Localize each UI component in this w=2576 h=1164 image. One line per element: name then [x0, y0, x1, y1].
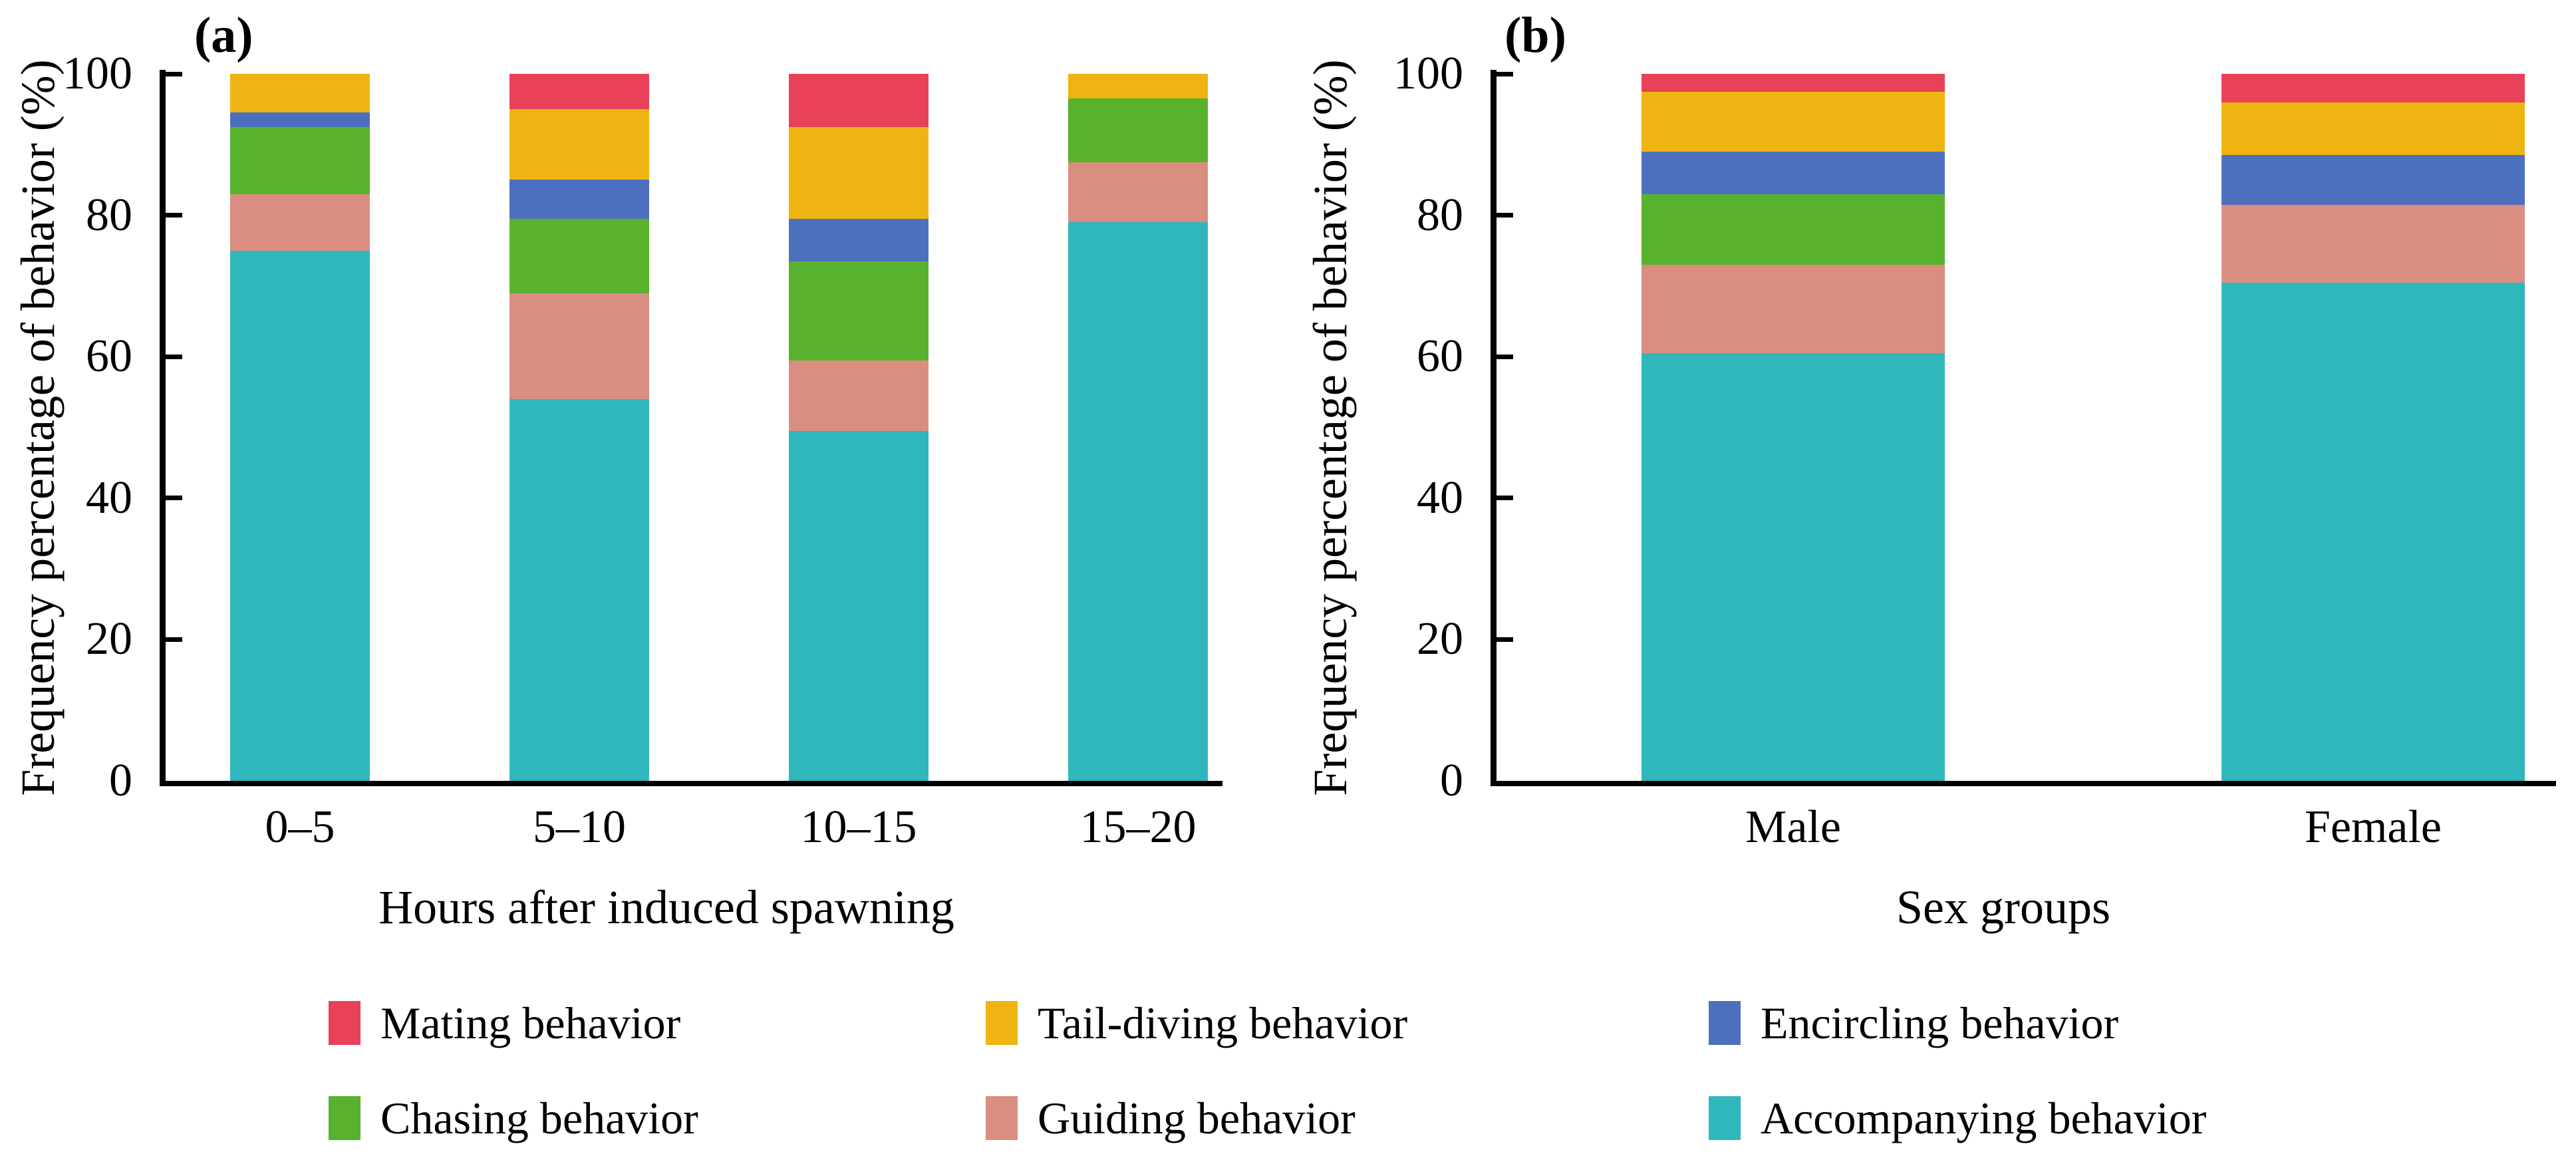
panel-a-y-tick-80: [165, 213, 182, 218]
legend-item-chasing: Chasing behavior: [329, 1093, 698, 1143]
panel-b-y-axis-title: Frequency percentage of behavior (%): [1304, 59, 1357, 796]
bar-a-2-tail_diving: [789, 126, 929, 219]
panel-a-x-tick-label-1: 5–10: [533, 801, 626, 853]
panel-b-y-tick-20: [1496, 637, 1513, 642]
bar-b-1-encircling: [2221, 155, 2525, 205]
bar-a-0-guiding: [230, 194, 370, 251]
bar-a-1-tail_diving: [509, 109, 649, 180]
panel-a-y-axis-title: Frequency percentage of behavior (%): [11, 59, 65, 796]
legend-label-mating: Mating behavior: [380, 998, 681, 1048]
panel-a-y-tick-label-60: 60: [86, 331, 132, 382]
legend-item-mating: Mating behavior: [329, 998, 681, 1048]
bar-a-3-guiding: [1068, 162, 1208, 223]
panel-b-y-tick-label-60: 60: [1417, 331, 1463, 382]
panel-b-label: (b): [1504, 7, 1566, 63]
bar-a-3-tail_diving: [1068, 74, 1208, 99]
bar-a-1-encircling: [509, 180, 649, 219]
bar-b-0-accompanying: [1642, 353, 1945, 781]
bar-a-2-accompanying: [789, 430, 929, 781]
panel-a-x-axis-line: [159, 781, 1222, 786]
tail_diving-swatch-icon: [986, 1001, 1018, 1045]
panel-b-y-tick-100: [1496, 71, 1513, 76]
bar-a-0-tail_diving: [230, 74, 370, 113]
legend-item-accompanying: Accompanying behavior: [1709, 1093, 2207, 1143]
bar-a-0-encircling: [230, 112, 370, 127]
panel-b-y-tick-label-40: 40: [1417, 472, 1463, 523]
panel-b-y-tick-label-20: 20: [1417, 613, 1463, 665]
bar-a-3-accompanying: [1068, 222, 1208, 781]
chasing-swatch-icon: [329, 1096, 360, 1140]
legend-item-encircling: Encircling behavior: [1709, 998, 2119, 1048]
bar-b-0-mating: [1642, 74, 1945, 92]
panel-b-y-tick-40: [1496, 496, 1513, 501]
panel-a-x-tick-label-3: 15–20: [1079, 801, 1197, 853]
guiding-swatch-icon: [986, 1096, 1018, 1140]
bar-b-0-tail_diving: [1642, 91, 1945, 152]
panel-a-x-axis-title: Hours after induced spawning: [378, 881, 954, 934]
bar-a-2-chasing: [789, 261, 929, 361]
bar-b-0-encircling: [1642, 151, 1945, 194]
legend-label-guiding: Guiding behavior: [1038, 1093, 1356, 1143]
panel-a-y-tick-20: [165, 637, 182, 642]
panel-a-y-tick-label-80: 80: [86, 189, 132, 241]
legend-item-guiding: Guiding behavior: [986, 1093, 1356, 1143]
panel-a-y-tick-60: [165, 354, 182, 359]
legend-label-accompanying: Accompanying behavior: [1761, 1093, 2207, 1143]
panel-b-x-tick-label-0: Male: [1745, 801, 1841, 853]
bar-a-1-chasing: [509, 218, 649, 293]
panel-a-y-tick-label-100: 100: [63, 48, 132, 99]
legend-label-encircling: Encircling behavior: [1761, 998, 2119, 1048]
bar-a-2-guiding: [789, 360, 929, 431]
bar-a-2-encircling: [789, 218, 929, 261]
bar-b-1-mating: [2221, 74, 2525, 102]
panel-a-x-tick-label-2: 10–15: [800, 801, 917, 853]
bar-b-0-chasing: [1642, 194, 1945, 265]
bar-b-1-tail_diving: [2221, 102, 2525, 156]
panel-a-y-tick-label-0: 0: [109, 755, 132, 806]
panel-b-y-tick-label-0: 0: [1440, 755, 1463, 806]
legend-label-tail_diving: Tail-diving behavior: [1038, 998, 1408, 1048]
panel-a-y-tick-40: [165, 496, 182, 501]
panel-a-x-tick-label-0: 0–5: [265, 801, 335, 853]
encircling-swatch-icon: [1709, 1001, 1741, 1045]
bar-a-1-mating: [509, 74, 649, 110]
panel-b-x-axis-title: Sex groups: [1896, 881, 2110, 934]
bar-a-1-guiding: [509, 293, 649, 399]
panel-b-y-tick-80: [1496, 213, 1513, 218]
mating-swatch-icon: [329, 1001, 360, 1045]
panel-b-y-tick-60: [1496, 354, 1513, 359]
panel-b-x-axis-line: [1490, 781, 2556, 786]
accompanying-swatch-icon: [1709, 1096, 1741, 1140]
bar-b-1-accompanying: [2221, 282, 2525, 781]
bar-a-1-accompanying: [509, 398, 649, 781]
panel-a-y-tick-label-20: 20: [86, 613, 132, 665]
panel-b-x-tick-label-1: Female: [2304, 801, 2442, 853]
bar-b-1-guiding: [2221, 204, 2525, 283]
legend-item-tail_diving: Tail-diving behavior: [986, 998, 1408, 1048]
panel-b-y-tick-label-80: 80: [1417, 189, 1463, 241]
bar-a-0-accompanying: [230, 250, 370, 781]
panel-a-y-tick-label-40: 40: [86, 472, 132, 523]
legend-label-chasing: Chasing behavior: [380, 1093, 698, 1143]
panel-a-label: (a): [194, 7, 253, 63]
bar-a-2-mating: [789, 74, 929, 127]
panel-a-y-tick-100: [165, 71, 182, 76]
bar-b-0-guiding: [1642, 265, 1945, 353]
bar-a-0-chasing: [230, 126, 370, 194]
panel-b-y-tick-label-100: 100: [1393, 48, 1463, 99]
bar-a-3-chasing: [1068, 98, 1208, 162]
panel-b-y-axis-line: [1490, 70, 1497, 786]
panel-a-y-axis-line: [159, 70, 166, 786]
